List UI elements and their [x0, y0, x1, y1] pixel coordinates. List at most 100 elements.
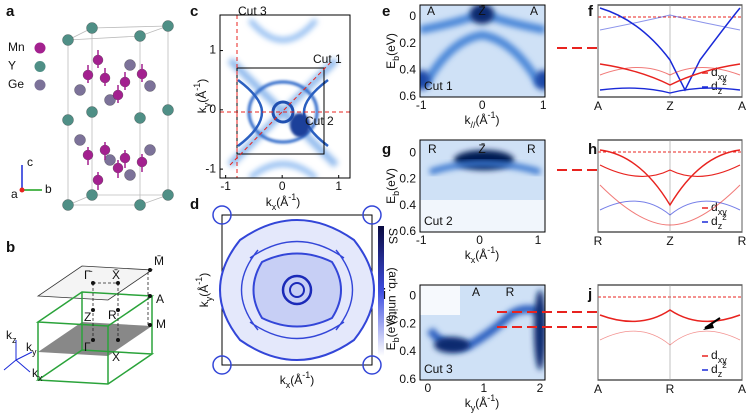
- legend-label: Ge: [8, 77, 24, 91]
- y-tick-label: 0.6: [399, 89, 416, 103]
- k-point-label: R: [506, 285, 515, 299]
- y-axis-label-base: k: [195, 106, 209, 113]
- legend-label-sub: z: [718, 369, 723, 379]
- y-axis-label-sub: b: [391, 56, 401, 61]
- k-point: [148, 323, 152, 327]
- k-point-label: A: [738, 99, 746, 113]
- axis-name-sub: x: [38, 373, 43, 383]
- band: [599, 87, 741, 94]
- cut-line: [229, 62, 331, 166]
- atom: [162, 20, 174, 32]
- arrow-head: [703, 322, 714, 330]
- k-point-label: A: [738, 382, 746, 396]
- plot-frame: [219, 14, 351, 179]
- x-axis-label-sup: -1: [302, 370, 310, 380]
- x-tick-label: 2: [537, 381, 544, 395]
- k-point: [91, 281, 95, 285]
- k-point: [148, 294, 152, 298]
- arpes-band: [534, 290, 545, 370]
- k-point: [91, 308, 95, 312]
- panel-label: h: [588, 141, 597, 158]
- x-axis-label: kx(Å-1): [266, 192, 301, 212]
- plot-frame: [419, 139, 546, 233]
- x-axis-label-base: k: [464, 113, 471, 127]
- cut-label: Cut 3: [424, 362, 453, 376]
- arpes-band: [470, 5, 494, 24]
- axis-name-base: k: [32, 366, 39, 380]
- legend-label: dxy: [711, 348, 727, 365]
- y-tick-label: 0.6: [399, 372, 416, 386]
- panel-label: j: [587, 286, 592, 303]
- x-axis-label-sub: //: [470, 120, 476, 130]
- axis-name: a: [11, 187, 18, 201]
- x-tick-label: 0: [279, 179, 286, 193]
- atom: [162, 189, 174, 201]
- atom: [144, 144, 156, 156]
- cell-edge: [91, 25, 169, 29]
- k-point: [116, 338, 120, 342]
- panel-label: d: [190, 196, 199, 213]
- legend-swatch: [34, 61, 46, 72]
- spectral-feature: [290, 113, 310, 137]
- colorbar: [378, 226, 384, 356]
- panel-label: c: [190, 3, 198, 20]
- y-axis-label-base: k: [197, 300, 211, 307]
- k-axis: [15, 359, 31, 373]
- cut-label: Cut 1: [424, 79, 453, 93]
- cut-box: [236, 67, 325, 155]
- axis-name-base: k: [6, 328, 13, 342]
- k-point: [148, 268, 152, 272]
- k-point: [91, 338, 95, 342]
- arpes-map: [420, 5, 545, 97]
- x-tick-label: 1: [481, 381, 488, 395]
- band: [599, 164, 741, 178]
- k-axis: [3, 359, 17, 371]
- ss-ring: [281, 274, 313, 306]
- axis-name: kz: [6, 328, 17, 345]
- x-axis-label: ky(Å-1): [465, 393, 500, 413]
- panel-label: f: [588, 3, 594, 20]
- x-axis-label-sup: -1: [487, 245, 495, 255]
- panel-label: g: [382, 141, 391, 158]
- x-axis-label: kx(Å-1): [465, 245, 500, 265]
- ss-features: [212, 205, 382, 375]
- x-axis-label-sup: -1: [288, 192, 296, 202]
- atom: [144, 80, 156, 92]
- ss-ring: [289, 282, 305, 298]
- atom: [62, 199, 74, 211]
- x-axis-label-close: ): [296, 195, 300, 209]
- annotation: Cut 3: [238, 4, 267, 18]
- k-axis: [15, 351, 33, 361]
- y-tick-label: 0.4: [399, 198, 416, 212]
- x-tick-label: -1: [220, 179, 231, 193]
- legend-label: Y: [8, 59, 16, 73]
- x-axis-label: kx(Å-1): [280, 370, 315, 390]
- atom: [124, 169, 136, 181]
- x-axis-label-unit: (Å: [475, 395, 487, 410]
- legend-label-sub: xy: [718, 355, 728, 365]
- y-tick-label: 0.2: [399, 316, 416, 330]
- y-tick-label: 0.4: [399, 344, 416, 358]
- y-axis-label: ky(Å-1): [194, 273, 214, 308]
- colorbar-label: SS: [386, 228, 400, 244]
- axis-origin: [19, 187, 25, 193]
- cell-edge: [67, 35, 141, 41]
- x-axis-label-close: ): [496, 113, 500, 127]
- k-point-label: Γ: [84, 340, 91, 354]
- axis-name-base: k: [26, 340, 33, 354]
- ss-corner: [362, 205, 382, 225]
- y-tick-label: 0.2: [399, 172, 416, 186]
- legend-label-subsup: 2: [722, 361, 727, 370]
- x-axis-label-sup: -1: [487, 393, 495, 403]
- k-point-label: Z̄: [478, 142, 485, 156]
- k-point-label: A: [156, 292, 164, 306]
- x-axis-label-unit: (Å: [290, 372, 302, 387]
- y-tick-label: 0.4: [399, 63, 416, 77]
- arpes-band: [429, 160, 541, 175]
- x-tick-label: 1: [540, 98, 547, 112]
- y-tick-label: -1: [205, 161, 216, 175]
- legend-label: Mn: [8, 40, 25, 54]
- x-axis-label-sup: -1: [488, 110, 496, 120]
- y-tick-label: 0.2: [399, 36, 416, 50]
